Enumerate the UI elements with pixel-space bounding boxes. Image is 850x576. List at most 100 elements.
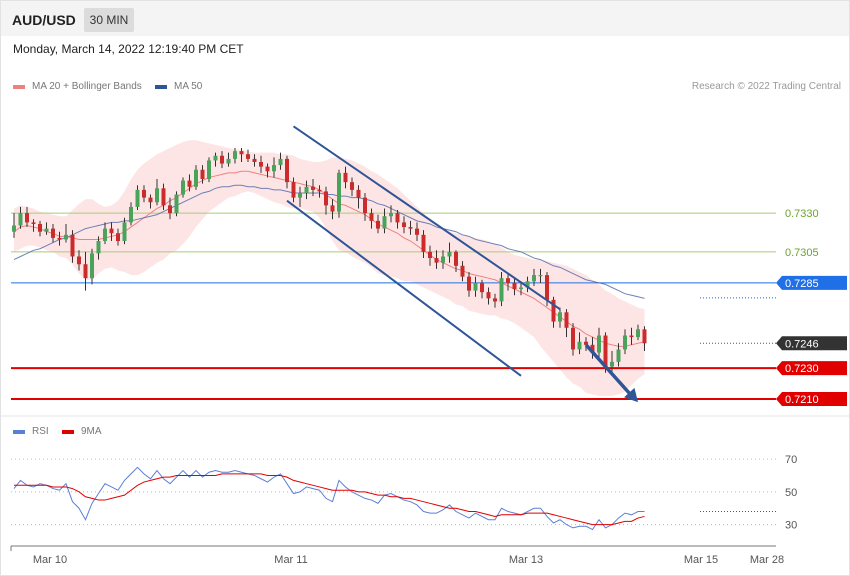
candle-body [200, 169, 205, 180]
channel-upper-line [292, 125, 561, 311]
candle-body [291, 182, 296, 198]
candle-body [96, 241, 101, 254]
candle-body [376, 220, 380, 229]
candle-body [12, 225, 16, 232]
candle-body [252, 158, 257, 162]
candle-body [499, 278, 504, 302]
candle-body [473, 282, 478, 291]
candle-body [148, 197, 153, 203]
candle-body [421, 234, 426, 252]
legend-rsi: RSI [13, 426, 49, 437]
candle-body [441, 256, 445, 263]
candle-body [350, 182, 354, 190]
candle-body [623, 335, 627, 350]
candle-body [64, 234, 68, 240]
candles [12, 148, 647, 373]
candle-body [83, 264, 88, 279]
candle-body [564, 312, 569, 328]
candle-body [18, 213, 23, 226]
candle-body [265, 166, 270, 172]
candle-body [213, 155, 218, 161]
candle-body [460, 265, 465, 277]
symbol-label: AUD/USD [12, 12, 76, 28]
candle-body [616, 349, 621, 362]
candle-body [519, 287, 523, 290]
candle-body [603, 335, 608, 367]
ma50-swatch [155, 84, 167, 89]
x-axis: Mar 10 Mar 11 Mar 13 Mar 15 Mar 28 [10, 545, 784, 566]
bollinger-band-fill [14, 140, 645, 396]
level-label-0.7285: 0.7285 [785, 278, 819, 290]
rsi-swatch [13, 429, 25, 434]
candle-body [181, 180, 185, 195]
legend-9ma: 9MA [62, 426, 102, 437]
candle-body [129, 206, 133, 223]
candle-body [246, 154, 250, 159]
candle-body [272, 165, 276, 172]
candle-body [597, 335, 601, 353]
candle-body [428, 251, 432, 259]
candle-body [57, 237, 62, 240]
level-label-0.7210: 0.7210 [785, 394, 819, 406]
candle-body [77, 256, 81, 265]
candle-body [382, 216, 387, 229]
rsi-tick-30: 30 [785, 520, 797, 532]
rsi-tick-50: 50 [785, 487, 797, 499]
candle-body [116, 233, 120, 242]
candle-body [239, 151, 244, 155]
candle-body [226, 158, 231, 164]
candle-body [168, 205, 172, 214]
candle-body [538, 275, 543, 277]
candle-body [135, 189, 140, 207]
candle-body [25, 213, 29, 223]
candle-body [194, 169, 198, 187]
candle-body [512, 282, 517, 290]
chart-header: AUD/USD 30 MIN [1, 1, 849, 36]
candle-body [642, 329, 647, 344]
timestamp-label: Monday, March 14, 2022 12:19:40 PM CET [13, 42, 244, 56]
candle-body [70, 234, 75, 257]
candle-body [545, 275, 549, 300]
candle-body [584, 341, 588, 345]
candle-body [142, 189, 146, 198]
candle-body [311, 186, 315, 190]
ma20-swatch [13, 84, 25, 89]
candle-body [337, 172, 341, 212]
timeframe-badge[interactable]: 30 MIN [84, 8, 134, 32]
level-label-0.7246: 0.7246 [785, 338, 819, 350]
x-tick-label: Mar 11 [274, 554, 307, 566]
candle-body [356, 189, 361, 198]
candle-body [90, 253, 94, 279]
candle-body [408, 227, 413, 229]
rsi-9ma-line [14, 473, 645, 526]
candle-body [304, 186, 309, 193]
candle-body [161, 188, 166, 206]
candle-body [551, 299, 556, 322]
candle-body [434, 258, 439, 263]
level-tag-0.7285 [776, 275, 847, 290]
candle-body [38, 223, 42, 232]
legend-ma50: MA 50 [155, 81, 202, 92]
candle-body [532, 275, 536, 282]
candle-body [330, 205, 335, 212]
candle-body [31, 222, 36, 224]
candle-body [324, 191, 328, 206]
candle-body [207, 160, 211, 180]
candle-body [51, 228, 55, 238]
candle-body [363, 197, 367, 214]
candle-body [259, 161, 263, 167]
forecast-arrow-head [624, 387, 638, 403]
legend-ma20: MA 20 + Bollinger Bands [13, 81, 142, 92]
level-tag-0.7230 [776, 361, 847, 376]
candle-body [187, 180, 192, 187]
candle-body [317, 189, 322, 192]
ma20-legend-label: MA 20 + Bollinger Bands [32, 81, 142, 92]
candle-body [525, 281, 530, 288]
candle-body [343, 172, 348, 183]
rsi-line [13, 466, 645, 531]
x-tick-label: Mar 15 [684, 554, 718, 566]
candle-body [454, 251, 458, 266]
candle-body [577, 341, 582, 350]
rsi-tick-70: 70 [785, 454, 797, 466]
